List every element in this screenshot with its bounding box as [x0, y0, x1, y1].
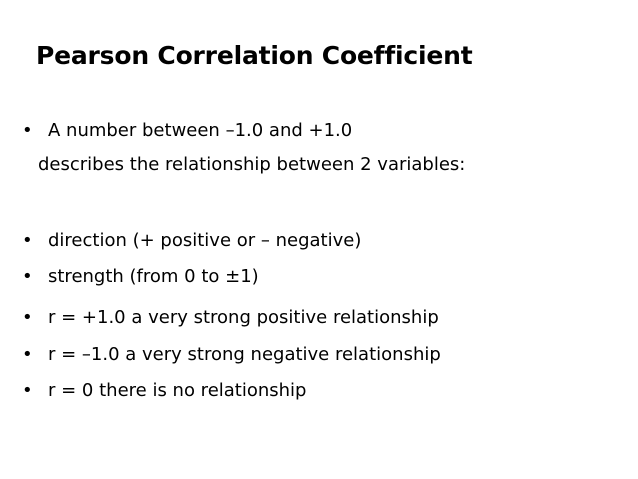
bullet-marker: • — [22, 120, 33, 141]
bullet-text: r = –1.0 a very strong negative relation… — [48, 344, 441, 365]
bullet-text: strength (from 0 to ±1) — [48, 266, 259, 287]
bullet-continuation: describes the relationship between 2 var… — [38, 154, 466, 175]
slide-title: Pearson Correlation Coefficient — [36, 41, 473, 70]
bullet-marker: • — [22, 380, 33, 401]
bullet-marker: • — [22, 307, 33, 328]
bullet-text: r = 0 there is no relationship — [48, 380, 307, 401]
bullet-text: direction (+ positive or – negative) — [48, 230, 362, 251]
bullet-text: A number between –1.0 and +1.0 — [48, 120, 353, 141]
bullet-marker: • — [22, 344, 33, 365]
bullet-marker: • — [22, 266, 33, 287]
bullet-item: • r = +1.0 a very strong positive relatio… — [22, 302, 439, 334]
bullet-item: • r = 0 there is no relationship — [22, 375, 307, 407]
bullet-item: • r = –1.0 a very strong negative relatio… — [22, 339, 441, 371]
bullet-item: • direction (+ positive or – negative) — [22, 225, 361, 257]
bullet-marker: • — [22, 230, 33, 251]
bullet-text: r = +1.0 a very strong positive relation… — [48, 307, 439, 328]
bullet-item-intro: • A number between –1.0 and +1.0 — [22, 115, 352, 147]
bullet-item: • strength (from 0 to ±1) — [22, 261, 259, 293]
